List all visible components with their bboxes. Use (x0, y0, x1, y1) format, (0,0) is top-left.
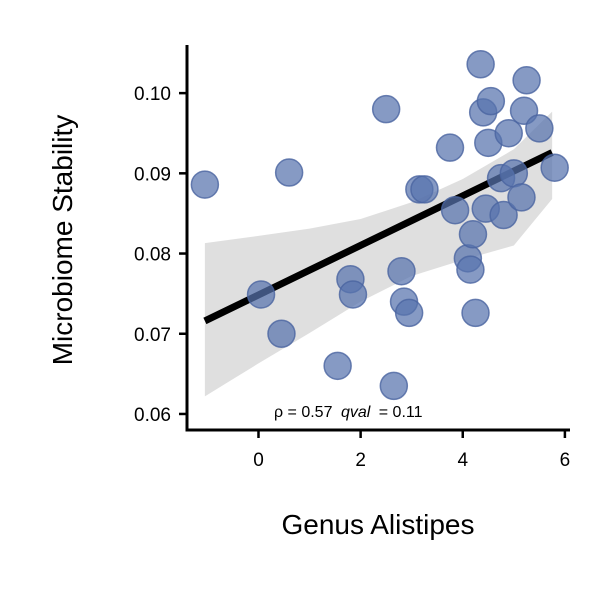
qval-value: = 0.11 (379, 404, 423, 421)
data-point (499, 159, 529, 188)
qval-label: qval (341, 404, 371, 421)
data-point (489, 200, 518, 230)
data-point (338, 280, 368, 309)
data-point (371, 94, 401, 124)
ticks-layer: 0 2 4 6 0.06 0.07 0.08 0.09 0.10 (134, 84, 570, 471)
x-axis-title: Genus Alistipes (282, 509, 475, 540)
data-point (456, 255, 485, 284)
data-point (466, 50, 495, 79)
points-layer (190, 50, 569, 401)
y-tick-label: 0.10 (134, 84, 171, 105)
data-point (461, 298, 490, 328)
data-point (267, 319, 296, 348)
axes-layer (185, 45, 570, 432)
data-point (540, 153, 569, 182)
data-point (190, 170, 220, 199)
data-point (507, 183, 536, 212)
data-point (435, 133, 465, 162)
data-point (512, 66, 541, 95)
x-tick-label: 0 (253, 450, 264, 471)
confidence-band (204, 111, 553, 397)
data-point (274, 158, 304, 187)
y-axis-title: Microbiome Stability (47, 115, 78, 366)
data-point (458, 220, 488, 249)
confidence-band-layer (204, 111, 553, 397)
data-point (440, 195, 470, 225)
data-point (525, 114, 554, 143)
rho-label: ρ = 0.57 (274, 404, 333, 421)
data-point (323, 351, 352, 381)
y-tick-label: 0.08 (134, 245, 171, 266)
x-tick-label: 2 (355, 450, 366, 471)
data-point (379, 371, 409, 401)
correlation-annotation: ρ = 0.57 qval = 0.11 (274, 404, 423, 421)
y-tick-label: 0.06 (134, 405, 171, 426)
y-tick-label: 0.09 (134, 164, 171, 185)
x-tick-label: 4 (457, 450, 468, 471)
y-tick-label: 0.07 (134, 325, 171, 346)
data-point (246, 280, 276, 309)
data-point (410, 175, 439, 204)
data-point (387, 256, 416, 286)
data-point (394, 298, 424, 328)
x-tick-label: 6 (560, 450, 571, 471)
data-point (476, 86, 506, 116)
data-point (494, 118, 523, 148)
